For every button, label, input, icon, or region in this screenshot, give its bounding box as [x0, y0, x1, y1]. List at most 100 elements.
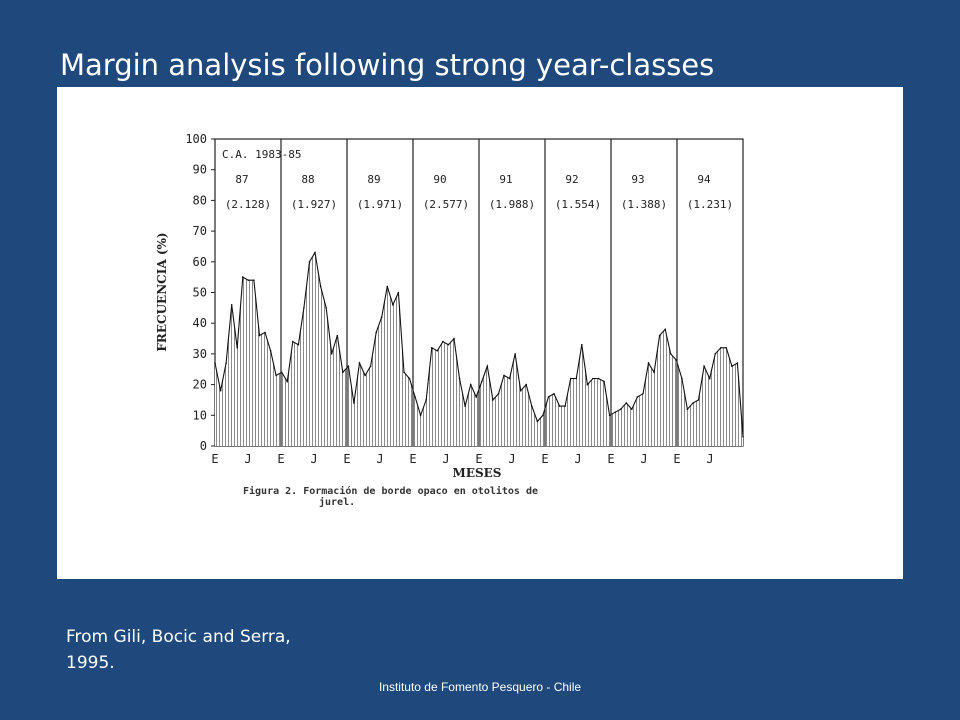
- year-labels: 87 (2.128) 88 (1.927) 89 (1.971) 90 (2.577) 91 (1…: [225, 173, 733, 211]
- data-point-59: [542, 414, 544, 417]
- data-point-51: [497, 393, 500, 395]
- year-label-87: 87: [235, 173, 248, 186]
- data-point-29: [375, 331, 378, 334]
- y-tick-label-4: 40: [193, 316, 207, 330]
- data-point-77: [642, 393, 644, 395]
- frequency-chart: 87 (2.128) 88 (1.927) 89 (1.971) 90 (2.577) 91 (1…: [155, 132, 744, 508]
- data-point-82: [669, 353, 672, 355]
- data-point-93: [731, 365, 733, 368]
- data-point-37: [419, 414, 422, 417]
- data-point-14: [292, 340, 294, 343]
- year-count-88: (1.927): [291, 198, 337, 211]
- data-point-24: [347, 365, 350, 368]
- year-label-89: 89: [367, 173, 380, 186]
- year-count-90: (2.577): [423, 198, 469, 211]
- x-tick-label-3: J: [310, 452, 317, 466]
- y-tick-label-2: 20: [193, 378, 207, 392]
- x-tick-label-13: J: [640, 452, 647, 466]
- data-point-13: [286, 380, 289, 383]
- data-point-68: [592, 377, 594, 380]
- data-point-34: [403, 371, 405, 374]
- data-points: [214, 251, 744, 438]
- year-count-87: (2.128): [225, 198, 271, 211]
- data-point-25: [353, 402, 355, 404]
- data-point-85: [686, 408, 689, 411]
- data-point-90: [714, 353, 716, 355]
- data-point-57: [531, 405, 533, 407]
- y-tick-label-0: 0: [200, 439, 207, 453]
- figure-caption-line-1: Figura 2. Formación de borde opaco en ot…: [243, 485, 538, 497]
- chart-annotation: C.A. 1983-85: [222, 148, 301, 161]
- data-point-63: [564, 405, 566, 407]
- citation: From Gili, Bocic and Serra, 1995.: [66, 624, 366, 676]
- data-point-17: [308, 261, 311, 263]
- year-count-91: (1.988): [489, 198, 535, 211]
- y-tick-label-7: 70: [193, 224, 207, 238]
- data-point-95: [742, 436, 744, 438]
- data-point-86: [692, 402, 694, 404]
- x-tick-label-2: E: [277, 452, 284, 466]
- data-point-50: [492, 399, 494, 401]
- x-tick-label-0: E: [211, 452, 218, 466]
- data-point-2: [225, 362, 227, 364]
- year-count-94: (1.231): [687, 198, 733, 211]
- data-point-43: [453, 337, 455, 340]
- data-point-70: [603, 380, 605, 383]
- data-point-39: [431, 347, 433, 349]
- data-point-78: [647, 362, 650, 364]
- data-point-15: [297, 343, 300, 346]
- citation-line-2: 1995.: [66, 653, 115, 673]
- data-point-79: [653, 371, 655, 374]
- data-point-72: [614, 411, 616, 414]
- x-tick-label-7: J: [442, 452, 449, 466]
- x-tick-label-14: E: [673, 452, 680, 466]
- data-point-58: [536, 420, 539, 423]
- y-axis-label: FRECUENCIA (%): [155, 232, 169, 351]
- year-label-93: 93: [631, 173, 644, 186]
- data-point-49: [486, 365, 489, 368]
- x-tick-label-6: E: [409, 452, 416, 466]
- data-point-26: [358, 362, 361, 364]
- data-point-52: [503, 374, 505, 377]
- x-tick-label-15: J: [706, 452, 713, 466]
- data-point-33: [397, 291, 400, 294]
- figure-panel: 87 (2.128) 88 (1.927) 89 (1.971) 90 (2.577) 91 (1…: [57, 87, 903, 579]
- slide-title: Margin analysis following strong year-cl…: [60, 48, 715, 82]
- data-point-71: [608, 414, 611, 417]
- data-point-60: [547, 396, 550, 398]
- data-point-76: [636, 396, 639, 398]
- data-point-7: [253, 279, 255, 281]
- data-point-54: [514, 353, 516, 355]
- data-point-20: [325, 307, 328, 309]
- data-point-45: [464, 405, 466, 407]
- data-point-75: [631, 408, 633, 411]
- data-point-46: [469, 383, 472, 386]
- data-point-10: [269, 350, 272, 352]
- data-point-62: [558, 405, 561, 407]
- data-point-69: [597, 377, 600, 380]
- x-tick-label-1: J: [244, 452, 251, 466]
- data-point-56: [525, 383, 527, 386]
- data-point-11: [275, 374, 277, 377]
- y-tick-label-8: 80: [193, 193, 207, 207]
- data-point-42: [447, 343, 450, 346]
- data-point-27: [364, 374, 366, 377]
- data-point-9: [264, 331, 266, 334]
- data-point-48: [481, 380, 483, 383]
- data-point-0: [214, 362, 216, 364]
- year-label-90: 90: [433, 173, 446, 186]
- data-point-55: [519, 389, 522, 392]
- y-tick-label-5: 50: [193, 286, 207, 300]
- y-tick-label-1: 10: [193, 408, 207, 422]
- data-point-91: [720, 347, 722, 349]
- data-point-32: [392, 304, 394, 306]
- year-label-94: 94: [697, 173, 711, 186]
- year-count-92: (1.554): [555, 198, 601, 211]
- data-point-84: [681, 377, 683, 380]
- data-point-3: [230, 304, 233, 306]
- data-point-23: [342, 371, 344, 374]
- y-tick-label-6: 60: [193, 255, 207, 269]
- x-tick-label-11: J: [574, 452, 581, 466]
- data-point-94: [736, 362, 739, 364]
